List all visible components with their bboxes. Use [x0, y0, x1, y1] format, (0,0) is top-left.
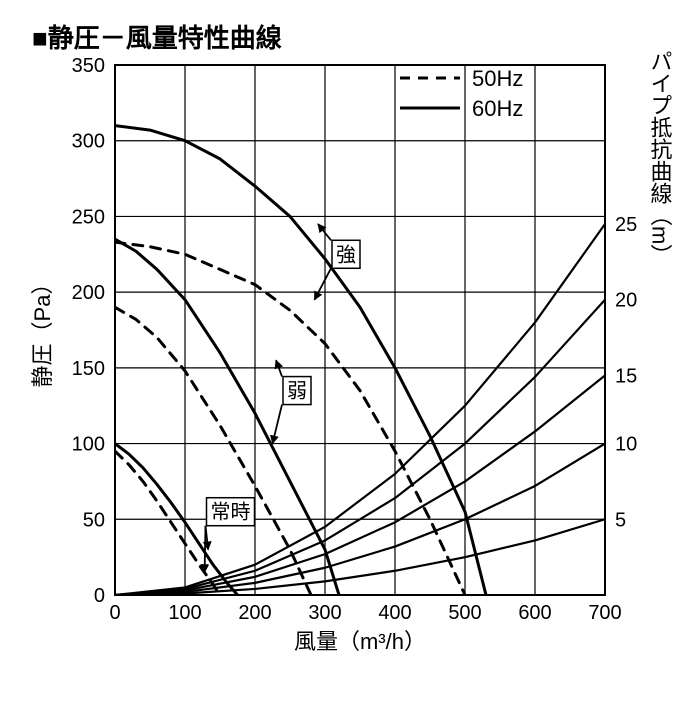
- svg-text:50: 50: [83, 509, 105, 531]
- svg-text:常時: 常時: [211, 501, 251, 524]
- series-pipe-15: [115, 375, 605, 595]
- svg-text:400: 400: [378, 602, 411, 624]
- svg-text:60Hz: 60Hz: [472, 96, 523, 121]
- series-60Hz-strong: [115, 126, 486, 595]
- series-50Hz-const: [115, 451, 220, 595]
- svg-text:静圧（Pa）: 静圧（Pa）: [30, 273, 55, 388]
- svg-text:250: 250: [72, 206, 105, 228]
- svg-text:200: 200: [72, 282, 105, 304]
- svg-text:強: 強: [336, 243, 356, 266]
- svg-text:600: 600: [518, 602, 551, 624]
- svg-text:0: 0: [109, 602, 120, 624]
- svg-text:風量（m³/h）: 風量（m³/h）: [294, 629, 426, 654]
- svg-text:500: 500: [448, 602, 481, 624]
- series-50Hz-weak: [115, 307, 311, 595]
- svg-text:20: 20: [615, 290, 637, 312]
- svg-text:100: 100: [168, 602, 201, 624]
- svg-text:パイプ抵抗曲線（m）: パイプ抵抗曲線（m）: [648, 50, 673, 266]
- svg-text:100: 100: [72, 434, 105, 456]
- svg-text:200: 200: [238, 602, 271, 624]
- svg-text:弱: 弱: [287, 381, 307, 403]
- svg-text:50Hz: 50Hz: [472, 66, 523, 91]
- svg-text:15: 15: [615, 365, 637, 387]
- chart-svg: 0 100 200 300 400 500 600 700 0 50 100 150 200 250 300…: [0, 0, 700, 700]
- svg-text:0: 0: [94, 585, 105, 607]
- svg-text:700: 700: [588, 602, 621, 624]
- svg-text:350: 350: [72, 55, 105, 77]
- series-pipe-20: [115, 300, 605, 595]
- svg-text:25: 25: [615, 214, 637, 236]
- svg-text:5: 5: [615, 509, 626, 531]
- svg-text:300: 300: [72, 131, 105, 153]
- series-50Hz-strong: [115, 242, 465, 595]
- svg-text:300: 300: [308, 602, 341, 624]
- svg-text:10: 10: [615, 434, 637, 456]
- svg-text:150: 150: [72, 358, 105, 380]
- chart-container: 0 100 200 300 400 500 600 700 0 50 100 150 200 250 300…: [0, 0, 700, 700]
